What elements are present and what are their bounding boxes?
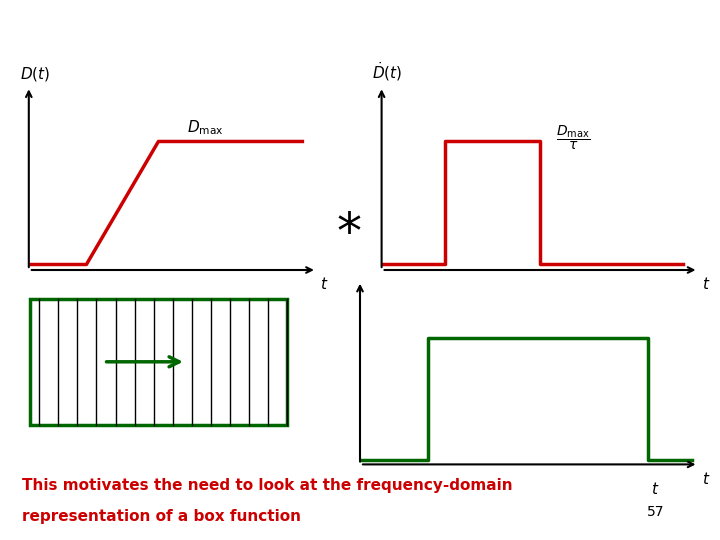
Text: $*$: $*$ <box>336 208 362 256</box>
Text: Source radiation: convolution of two box functions: Source radiation: convolution of two box… <box>11 35 624 55</box>
Text: $t$: $t$ <box>320 275 328 292</box>
Text: $\dfrac{D_{\rm max}}{\tau}$: $\dfrac{D_{\rm max}}{\tau}$ <box>556 123 590 152</box>
Text: $t$: $t$ <box>702 471 710 487</box>
Text: $t$: $t$ <box>651 481 660 497</box>
Text: $D_{\rm max}$: $D_{\rm max}$ <box>187 118 224 137</box>
Text: $\dot{D}(t)$: $\dot{D}(t)$ <box>372 60 402 83</box>
Text: $t$: $t$ <box>701 275 710 292</box>
Text: 57: 57 <box>647 505 664 519</box>
Text: $D(t)$: $D(t)$ <box>20 65 50 83</box>
Text: This motivates the need to look at the frequency-domain: This motivates the need to look at the f… <box>22 478 512 493</box>
Text: KINEMATICS EXTENDED SOURCE: KINEMATICS EXTENDED SOURCE <box>11 12 212 22</box>
Text: representation of a box function: representation of a box function <box>22 509 301 524</box>
